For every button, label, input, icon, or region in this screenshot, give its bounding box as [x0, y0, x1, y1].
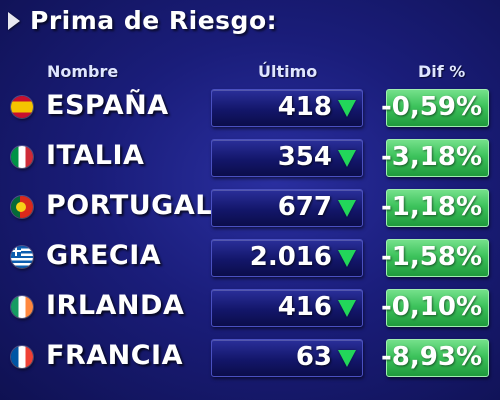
dif-percent: -8,93% [381, 342, 482, 372]
spain-flag-icon [11, 96, 33, 118]
table-row: ESPAÑA 418 -0,59% [0, 87, 500, 127]
value-number: 416 [277, 292, 332, 322]
table-row: GRECIA 2.016 -1,58% [0, 237, 500, 277]
dif-percent: -0,59% [381, 92, 482, 122]
greece-canton-icon [11, 246, 21, 256]
country-name: ESPAÑA [46, 90, 169, 121]
dif-cell: -1,58% [381, 239, 489, 277]
dif-percent: -3,18% [381, 142, 482, 172]
title-text: Prima de Riesgo: [30, 6, 278, 35]
column-header-dif: Dif % [418, 62, 466, 81]
dif-percent: -1,58% [381, 242, 482, 272]
value-cell: 677 [211, 189, 363, 227]
dif-cell: -3,18% [381, 139, 489, 177]
portugal-flag-icon [11, 196, 33, 218]
dif-cell: -0,59% [381, 89, 489, 127]
table-row: FRANCIA 63 -8,93% [0, 337, 500, 377]
table-row: PORTUGAL 677 -1,18% [0, 187, 500, 227]
down-arrow-icon [338, 200, 356, 217]
down-arrow-icon [338, 100, 356, 117]
value-number: 63 [295, 342, 332, 372]
italy-flag-icon [11, 146, 33, 168]
value-cell: 354 [211, 139, 363, 177]
value-number: 354 [277, 142, 332, 172]
value-cell: 416 [211, 289, 363, 327]
country-name: IRLANDA [46, 290, 185, 321]
ireland-flag-icon [11, 296, 33, 318]
country-name: GRECIA [46, 240, 162, 271]
column-header-name: Nombre [47, 62, 119, 81]
value-cell: 2.016 [211, 239, 363, 277]
france-flag-icon [11, 346, 33, 368]
value-cell: 63 [211, 339, 363, 377]
column-header-last: Último [258, 62, 318, 81]
portugal-emblem-icon [16, 202, 26, 212]
down-arrow-icon [338, 300, 356, 317]
value-number: 418 [277, 92, 332, 122]
table-row: ITALIA 354 -3,18% [0, 137, 500, 177]
value-number: 677 [277, 192, 332, 222]
down-arrow-icon [338, 250, 356, 267]
country-name: PORTUGAL [46, 190, 213, 221]
dif-cell: -1,18% [381, 189, 489, 227]
dif-cell: -8,93% [381, 339, 489, 377]
value-cell: 418 [211, 89, 363, 127]
dif-percent: -0,10% [381, 292, 482, 322]
dif-cell: -0,10% [381, 289, 489, 327]
country-name: FRANCIA [46, 340, 183, 371]
dif-percent: -1,18% [381, 192, 482, 222]
value-number: 2.016 [249, 242, 332, 272]
down-arrow-icon [338, 350, 356, 367]
page-title: Prima de Riesgo: [8, 6, 277, 35]
triangle-bullet-icon [8, 11, 20, 30]
country-name: ITALIA [46, 140, 145, 171]
down-arrow-icon [338, 150, 356, 167]
greece-flag-icon [11, 246, 33, 268]
table-row: IRLANDA 416 -0,10% [0, 287, 500, 327]
